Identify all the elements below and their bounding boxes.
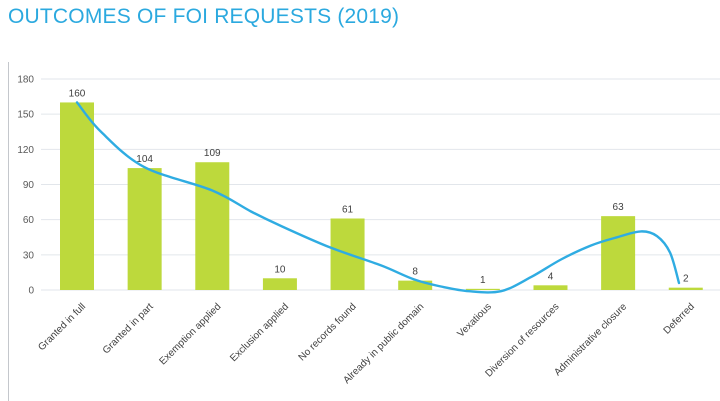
category-label: Vexatious <box>456 301 494 339</box>
category-label: Diversion of resources <box>483 301 561 379</box>
bar <box>601 216 636 290</box>
bar <box>533 285 568 290</box>
bar-value-label: 61 <box>342 204 354 215</box>
category-label: Already in public domain <box>342 301 427 386</box>
bar <box>398 280 433 290</box>
y-tick-label: 30 <box>23 250 35 261</box>
bar-value-label: 104 <box>136 154 153 165</box>
bar-value-label: 1 <box>480 275 486 286</box>
bar-value-label: 4 <box>548 271 554 282</box>
bar-value-label: 8 <box>412 267 418 278</box>
bar <box>262 278 297 290</box>
y-tick-label: 150 <box>17 110 34 121</box>
bar <box>195 162 230 290</box>
trend-line <box>75 101 681 294</box>
y-tick-label: 0 <box>28 286 34 297</box>
category-label: Exemption applied <box>157 301 223 367</box>
bar-value-label: 160 <box>69 88 86 99</box>
bar <box>127 168 162 290</box>
category-label: Administrative closure <box>552 301 629 378</box>
bar <box>668 287 703 290</box>
category-label: Granted in part <box>101 301 156 356</box>
category-label: No records found <box>297 301 359 363</box>
y-tick-label: 90 <box>23 180 35 191</box>
bar-value-label: 10 <box>274 264 286 275</box>
bar <box>60 102 94 290</box>
y-tick-label: 120 <box>17 145 34 156</box>
category-label: Exclusion applied <box>228 301 291 364</box>
bar-value-label: 109 <box>204 148 221 159</box>
category-label: Granted in full <box>36 301 88 353</box>
y-tick-label: 180 <box>17 75 34 86</box>
bar-value-label: 2 <box>683 274 689 285</box>
page-title: OUTCOMES OF FOI REQUESTS (2019) <box>8 5 400 28</box>
chart-area: 0 30 60 90 120 150 180 160 Granted in full 104 Gra… <box>8 62 720 401</box>
bar <box>465 288 500 290</box>
category-label: Deferred <box>662 301 697 336</box>
y-tick-label: 60 <box>23 215 35 226</box>
bar-value-label: 63 <box>613 202 625 213</box>
